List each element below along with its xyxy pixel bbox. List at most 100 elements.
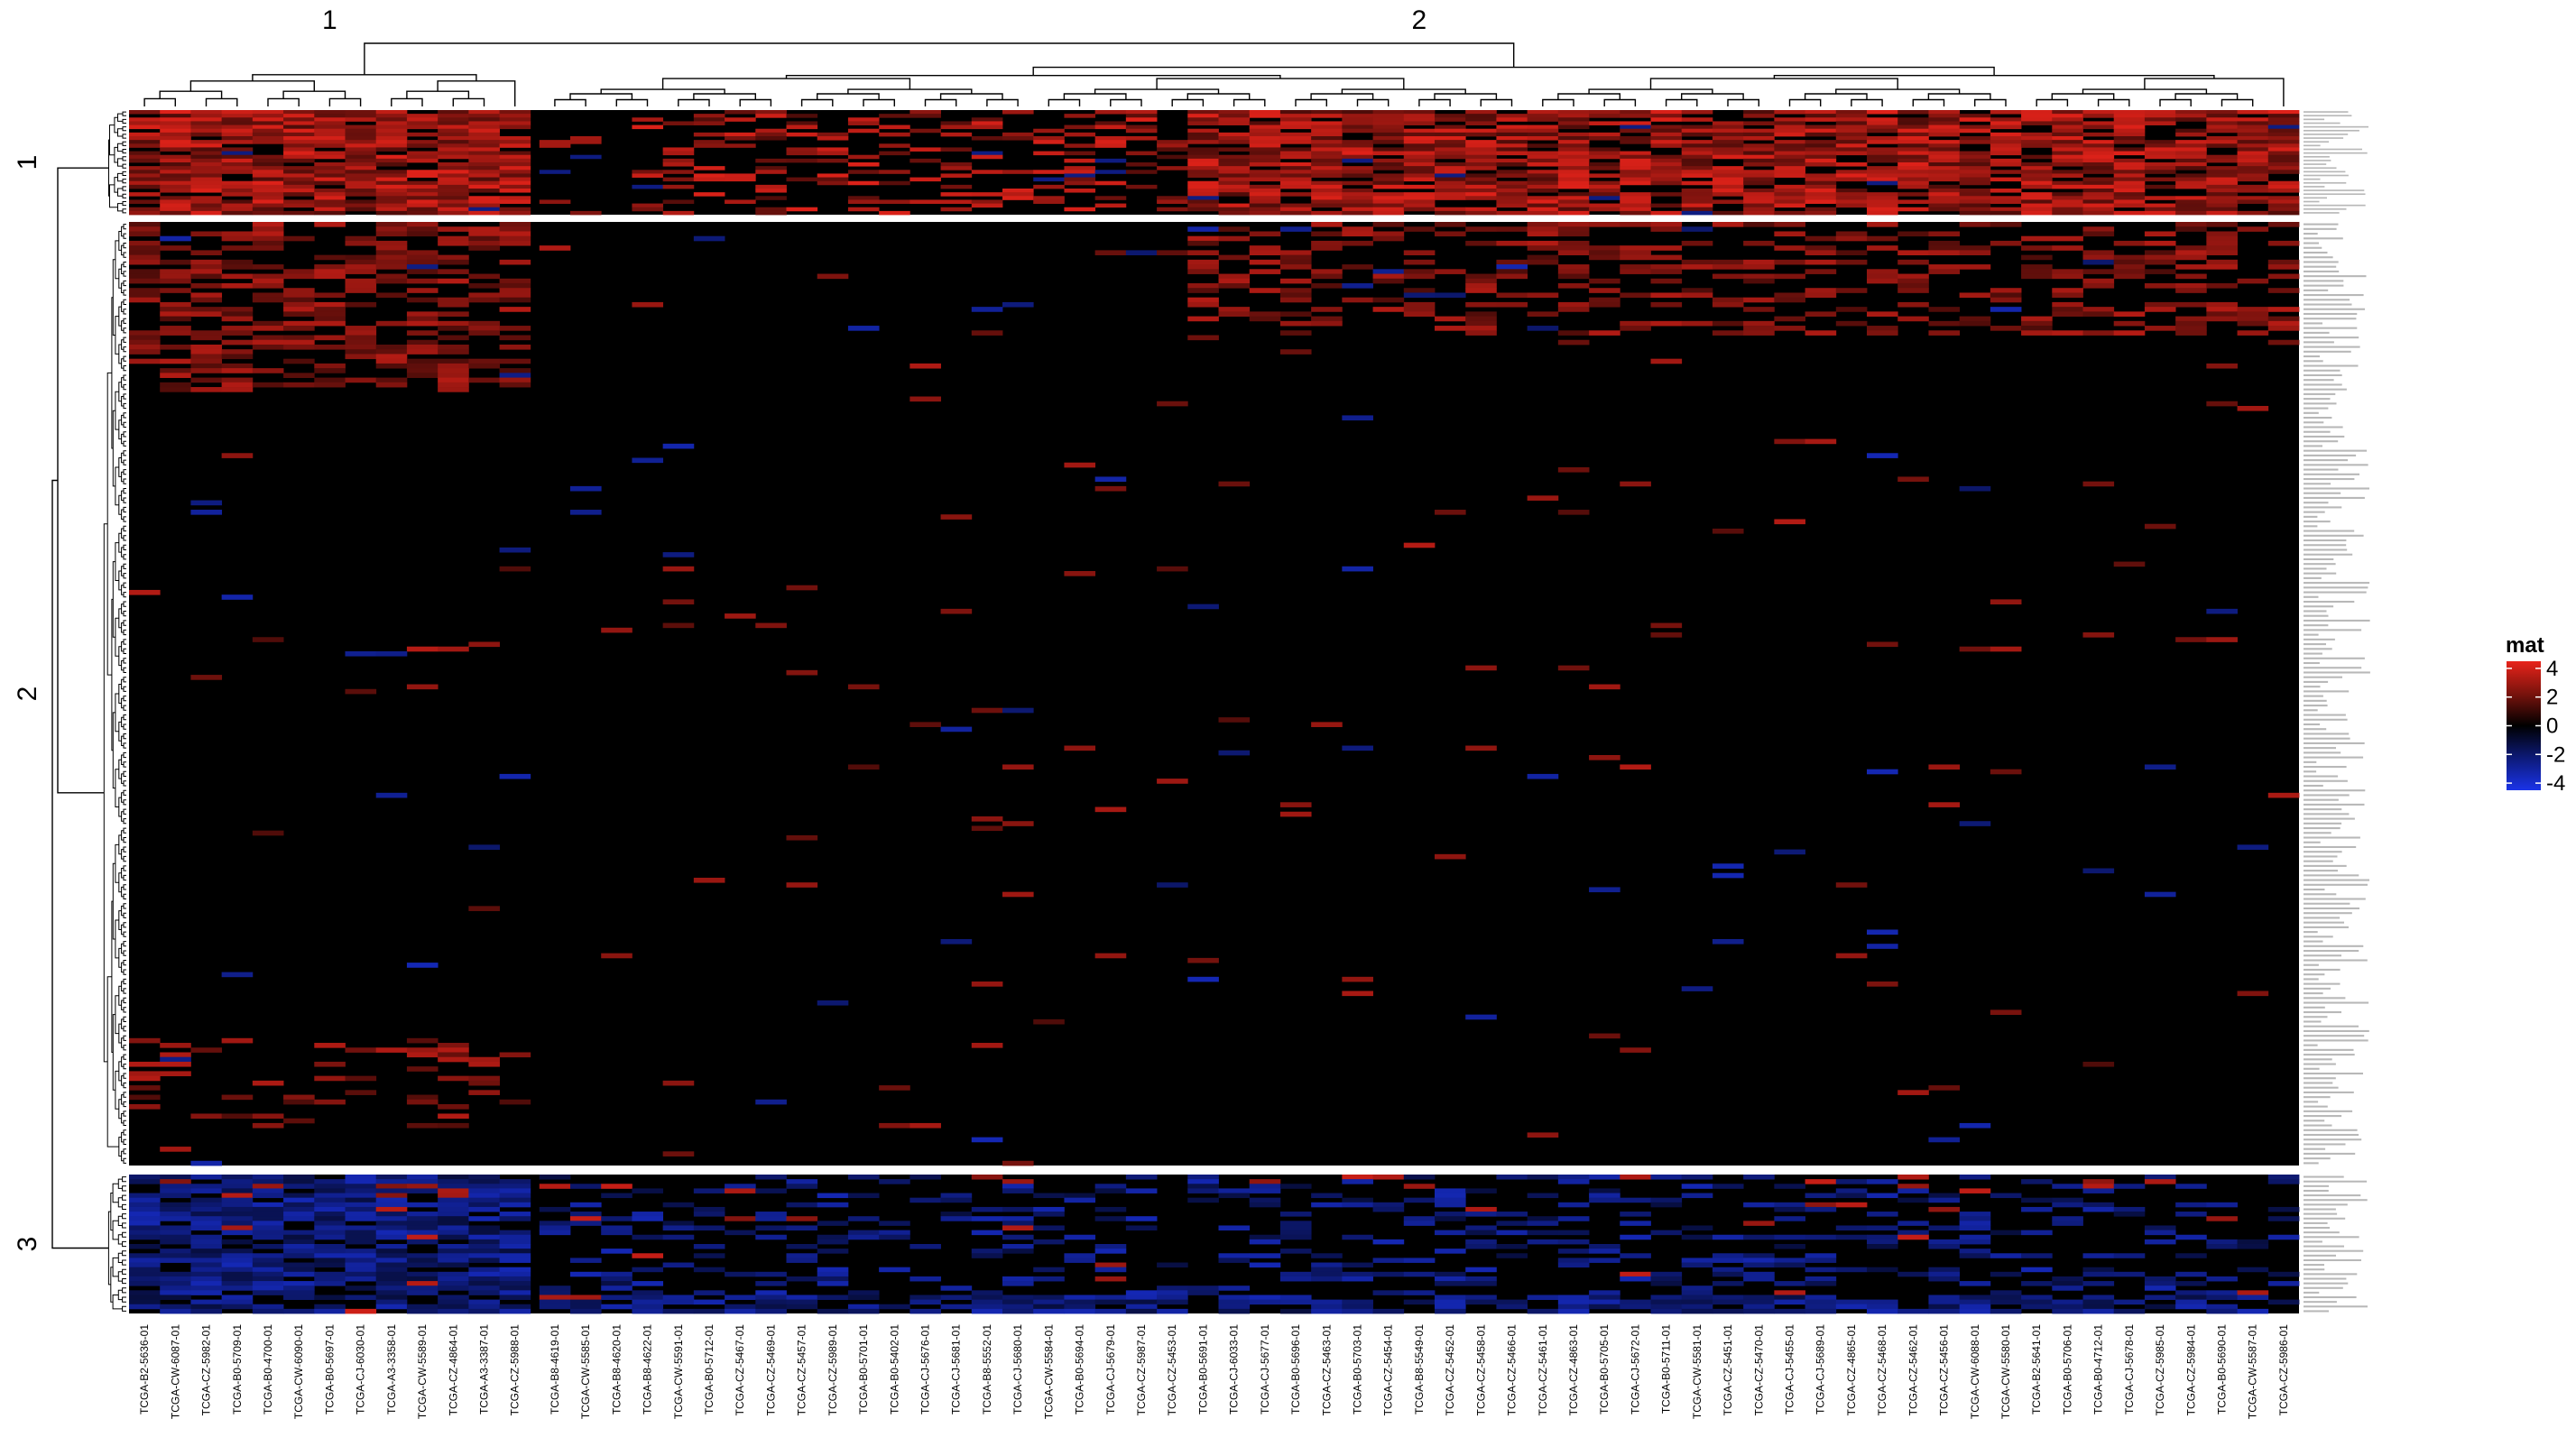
heatmap-cell (847, 1234, 880, 1240)
heatmap-cell (1620, 110, 1651, 115)
heatmap-cell (190, 1249, 223, 1254)
heatmap-cell (406, 143, 439, 148)
heatmap-cell (1218, 1188, 1251, 1193)
heatmap-cell (1527, 1132, 1559, 1138)
heatmap-cell (1897, 1230, 1929, 1236)
heatmap-cell (1342, 1197, 1373, 1203)
heatmap-cell (283, 1239, 315, 1245)
row-name-mark (2304, 1133, 2359, 1137)
heatmap-cell (1743, 1234, 1775, 1240)
heatmap-cell (2021, 192, 2053, 197)
heatmap-cell (468, 121, 500, 125)
heatmap-cell (129, 1061, 161, 1067)
heatmap-cell (1959, 1295, 1991, 1300)
row-name-mark (2304, 312, 2358, 316)
row-name-mark (2304, 836, 2360, 839)
heatmap-cell (129, 226, 161, 232)
heatmap-cell (314, 189, 346, 193)
heatmap-cell (1157, 143, 1188, 148)
heatmap-cell (375, 189, 408, 193)
heatmap-cell (1835, 143, 1868, 148)
heatmap-cell (940, 1216, 973, 1221)
heatmap-cell (1002, 1188, 1034, 1193)
heatmap-cell (160, 382, 191, 388)
heatmap-cell (1650, 132, 1683, 137)
heatmap-cell (1928, 154, 1961, 160)
row-name-mark (2304, 1305, 2368, 1308)
heatmap-cell (1465, 665, 1497, 671)
heatmap-cell (2144, 1286, 2176, 1291)
heatmap-cell (539, 1299, 571, 1305)
heatmap-cell (345, 173, 377, 178)
heatmap-cell (2082, 170, 2115, 174)
heatmap-cell (499, 297, 531, 303)
heatmap-cell (345, 1090, 377, 1095)
heatmap-cell (1002, 821, 1034, 826)
heatmap-cell (252, 344, 284, 350)
heatmap-cell (1311, 162, 1343, 167)
heatmap-cell (1959, 1216, 1991, 1221)
heatmap-cell (1805, 151, 1837, 156)
heatmap-cell (1496, 203, 1528, 208)
heatmap-cell (1589, 278, 1620, 284)
heatmap-cell (1774, 210, 1805, 216)
heatmap-cell (662, 1295, 695, 1300)
heatmap-cell (1650, 192, 1683, 197)
heatmap-cell (406, 192, 439, 197)
heatmap-cell (1959, 222, 1991, 227)
row-name-mark (2304, 1277, 2347, 1280)
heatmap-cell (1279, 264, 1312, 270)
heatmap-cell (847, 764, 880, 770)
heatmap-cell (1589, 288, 1620, 293)
heatmap-cell (160, 269, 191, 274)
heatmap-cell (1557, 231, 1590, 237)
heatmap-cell (1496, 1212, 1528, 1217)
heatmap-cell (1959, 170, 1991, 174)
heatmap-cell (1527, 199, 1559, 204)
heatmap-cell (1187, 957, 1219, 963)
heatmap-cell (468, 110, 500, 115)
heatmap-cell (940, 121, 973, 125)
heatmap-cell (160, 1281, 191, 1286)
heatmap-cell (971, 707, 1003, 714)
heatmap-cell (2267, 339, 2300, 346)
heatmap-cell (2206, 124, 2238, 130)
heatmap-cell (1249, 147, 1281, 152)
heatmap-cell (499, 1099, 531, 1105)
heatmap-cell (160, 245, 191, 251)
heatmap-cell (1435, 1216, 1466, 1221)
heatmap-cell (314, 1258, 346, 1263)
heatmap-cell (1650, 254, 1683, 261)
heatmap-cell (468, 117, 500, 122)
heatmap-cell (2113, 158, 2146, 163)
heatmap-cell (1589, 1258, 1620, 1263)
heatmap-cell (632, 1281, 664, 1286)
heatmap-cell (160, 1179, 191, 1184)
heatmap-cell (129, 173, 161, 178)
heatmap-cell (2267, 151, 2300, 156)
heatmap-cell (499, 288, 531, 293)
heatmap-cell (499, 170, 531, 174)
heatmap-cell (1650, 117, 1683, 122)
heatmap-cell (1959, 124, 1991, 130)
row-name-mark (2304, 152, 2368, 154)
heatmap-cell (971, 170, 1003, 174)
heatmap-cell (1527, 196, 1559, 200)
heatmap-cell (1527, 1230, 1559, 1236)
heatmap-cell (662, 1299, 695, 1305)
heatmap-cell (468, 143, 500, 148)
heatmap-cell (1496, 180, 1528, 186)
row-name-mark (2304, 308, 2365, 310)
heatmap-cell (632, 1308, 664, 1314)
row-name-mark (2304, 392, 2336, 395)
heatmap-cell (1620, 173, 1651, 178)
heatmap-cell (1928, 240, 1961, 246)
heatmap-cell (468, 1290, 500, 1295)
heatmap-cell (2237, 117, 2269, 122)
heatmap-cell (1990, 132, 2022, 137)
heatmap-cell (817, 1295, 849, 1300)
row-name-mark (2304, 227, 2337, 230)
heatmap-cell (1589, 250, 1620, 256)
heatmap-cell (2052, 128, 2083, 134)
heatmap-cell (2113, 132, 2146, 137)
